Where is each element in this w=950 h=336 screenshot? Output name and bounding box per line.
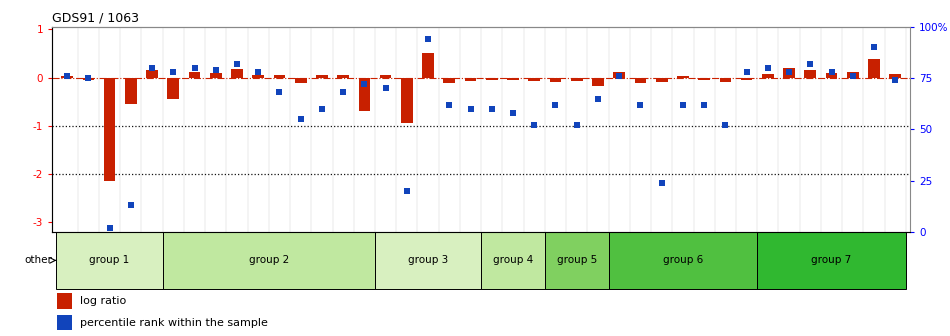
Bar bbox=[847, 72, 859, 78]
Bar bbox=[57, 293, 72, 308]
Bar bbox=[444, 78, 455, 83]
Bar bbox=[465, 78, 476, 81]
Text: percentile rank within the sample: percentile rank within the sample bbox=[80, 318, 268, 328]
Text: other: other bbox=[25, 255, 52, 265]
Bar bbox=[146, 70, 158, 78]
Bar bbox=[274, 75, 285, 78]
Bar bbox=[592, 78, 604, 86]
Bar bbox=[210, 73, 221, 78]
Bar bbox=[528, 78, 541, 81]
Bar bbox=[545, 232, 609, 289]
Bar bbox=[167, 78, 180, 99]
Bar bbox=[805, 70, 816, 78]
Bar bbox=[375, 232, 481, 289]
Bar bbox=[550, 78, 561, 82]
Text: group 7: group 7 bbox=[811, 255, 851, 265]
Bar bbox=[162, 232, 375, 289]
Text: group 5: group 5 bbox=[557, 255, 597, 265]
Bar bbox=[253, 75, 264, 78]
Bar bbox=[741, 78, 752, 80]
Text: log ratio: log ratio bbox=[80, 296, 126, 306]
Bar bbox=[57, 315, 72, 331]
Bar bbox=[677, 76, 689, 78]
Bar bbox=[656, 78, 668, 82]
Bar bbox=[698, 78, 710, 80]
Text: GDS91 / 1063: GDS91 / 1063 bbox=[52, 11, 140, 24]
Text: group 2: group 2 bbox=[249, 255, 289, 265]
Bar bbox=[609, 232, 757, 289]
Bar bbox=[868, 59, 880, 78]
Bar bbox=[56, 232, 162, 289]
Bar bbox=[104, 78, 115, 181]
Bar bbox=[635, 78, 646, 83]
Bar bbox=[422, 53, 434, 78]
Bar bbox=[316, 75, 328, 78]
Bar bbox=[757, 232, 906, 289]
Bar bbox=[486, 78, 498, 80]
Text: group 6: group 6 bbox=[663, 255, 703, 265]
Bar bbox=[571, 78, 582, 81]
Bar bbox=[826, 73, 837, 78]
Bar bbox=[507, 78, 519, 80]
Bar bbox=[719, 78, 732, 82]
Bar bbox=[762, 74, 773, 78]
Bar bbox=[294, 78, 307, 83]
Bar bbox=[401, 78, 412, 123]
Bar bbox=[889, 74, 902, 78]
Bar bbox=[481, 232, 545, 289]
Bar bbox=[189, 72, 200, 78]
Bar bbox=[83, 78, 94, 80]
Text: group 1: group 1 bbox=[89, 255, 130, 265]
Bar bbox=[125, 78, 137, 104]
Bar bbox=[337, 75, 349, 78]
Bar bbox=[358, 78, 370, 111]
Bar bbox=[61, 76, 73, 78]
Text: group 3: group 3 bbox=[408, 255, 448, 265]
Bar bbox=[231, 69, 243, 78]
Text: group 4: group 4 bbox=[493, 255, 533, 265]
Bar bbox=[380, 75, 391, 78]
Bar bbox=[783, 68, 795, 78]
Bar bbox=[614, 72, 625, 78]
